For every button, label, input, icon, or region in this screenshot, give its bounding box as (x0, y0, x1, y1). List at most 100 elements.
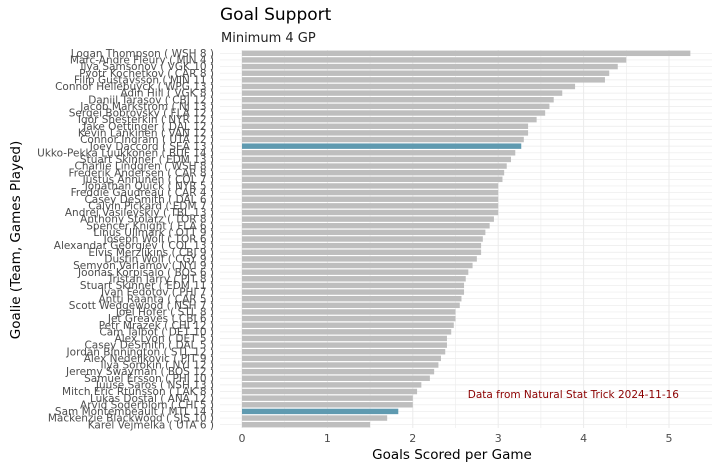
bar (242, 156, 512, 163)
bar (242, 229, 486, 236)
category-label: Filip Gustavsson ( MIN 11 ) (74, 74, 214, 86)
bar (242, 163, 507, 169)
category-label: Petr Mrazek ( CHI 12 ) (99, 320, 214, 332)
bar (242, 216, 494, 222)
category-label: Joseph Woll ( TOR 6 ) (103, 234, 214, 246)
bar (242, 249, 482, 255)
category-label: Marc-Andre Fleury ( MIN 4 ) (70, 55, 214, 67)
bar (242, 196, 499, 202)
bar (242, 123, 529, 129)
bar (242, 282, 465, 289)
category-label: Lukas Dostal ( ANA 12 ) (90, 393, 214, 405)
category-label: Dustin Wolf ( CGY 9 ) (104, 253, 214, 265)
bar (242, 130, 529, 136)
category-label: Ivan Fedotov ( PHI 7 ) (101, 287, 214, 299)
category-label: Casey DeSmith ( DAL 6 ) (84, 194, 214, 206)
category-label: Ilya Sorokin ( NYI 12 ) (100, 360, 214, 372)
bar (242, 295, 462, 302)
bar (242, 242, 482, 249)
bar (242, 309, 456, 315)
category-label: Casey DeSmith ( DAL 5 ) (84, 340, 214, 352)
source-annotation: Data from Natural Stat Trick 2024-11-16 (468, 389, 680, 401)
x-tick-label: 3 (495, 432, 502, 445)
category-label: Ukko-Pekka Luukkonen ( BUF 14 ) (37, 147, 214, 159)
bar (242, 150, 516, 156)
bar (242, 415, 388, 421)
x-tick-label: 4 (580, 432, 587, 445)
bar (242, 77, 605, 83)
category-label: Frederik Andersen ( CAR 8 ) (69, 167, 215, 179)
chart-subtitle: Minimum 4 GP (221, 31, 316, 46)
y-axis-title: Goalie (Team, Games Played) (8, 141, 24, 339)
bar (242, 335, 447, 342)
bar (242, 116, 537, 123)
category-label: Pyotr Kochetkov ( CAR 8 ) (79, 68, 214, 80)
category-label: Linus Ullmark ( OTT 9 ) (93, 227, 214, 239)
category-label: Jonathan Quick ( NYR 5 ) (84, 181, 214, 193)
category-label: Jeremy Swayman ( BOS 12 ) (65, 366, 214, 378)
category-label: Scott Wedgewood ( NSH 7 ) (69, 300, 214, 312)
category-label: Connor Hellebuyck ( WPG 13 ) (55, 81, 214, 93)
category-label: Cam Talbot ( DET 10 ) (99, 326, 214, 338)
category-label: Jet Greaves ( CBJ 6 ) (107, 313, 214, 325)
bar (242, 329, 452, 335)
bar (242, 342, 447, 348)
bar (242, 169, 505, 176)
category-label: Semyon Varlamov ( NYI 9 ) (73, 260, 214, 272)
bar (242, 408, 399, 415)
bar (242, 421, 371, 428)
x-tick-labels: 0 1 2 3 4 5 (239, 432, 673, 445)
bar (242, 289, 465, 295)
category-label: Kevin Lankinen ( VAN 12 ) (78, 127, 214, 139)
category-label: Stuart Skinner ( EDM 13 ) (80, 154, 214, 166)
bar (242, 269, 469, 275)
bar (242, 276, 466, 282)
category-label: Samuel Ersson ( PHI 10 ) (84, 373, 214, 385)
category-label: Joel Hofer ( STL 8 ) (115, 307, 214, 319)
bar (242, 368, 435, 375)
bar (242, 136, 524, 143)
bar (242, 322, 454, 328)
x-tick-label: 1 (324, 432, 331, 445)
category-label: Daniil Tarasov ( CBJ 12 ) (88, 94, 214, 106)
category-label: Joey Daccord ( SEA 13 ) (89, 141, 214, 153)
bar (242, 262, 473, 269)
bar (242, 256, 477, 262)
category-label: Mitch Eric Rtunsson ( LAK 8 ) (62, 386, 214, 398)
category-label: Anthony Stolarz ( TOR 8 ) (80, 214, 214, 226)
category-label: Elvis Merzlikins ( CBJ 9 ) (88, 247, 214, 259)
bar (242, 375, 430, 381)
bars (242, 50, 691, 428)
category-label: Andrei Vasilevskiy ( TBL 13 ) (65, 207, 214, 219)
bar (242, 57, 627, 63)
bar (242, 203, 499, 209)
bar (242, 349, 446, 355)
bar (242, 302, 460, 309)
category-label: Antti Raanta ( CAR 5 ) (99, 293, 215, 305)
x-tick-label: 5 (666, 432, 673, 445)
bar (242, 209, 499, 216)
bar (242, 63, 618, 70)
category-label: Arvid Soderblom ( CHI 5 ) (80, 399, 214, 411)
bar (242, 50, 691, 57)
bar (242, 355, 441, 362)
category-label: Jordan Binnington ( STL 12 ) (66, 346, 214, 358)
bar (242, 382, 422, 388)
bar (242, 236, 483, 242)
bar (242, 388, 418, 395)
bar (242, 143, 522, 149)
category-label: Ilya Samsonov ( VGK 10 ) (80, 61, 214, 73)
x-axis-title: Goals Scored per Game (372, 447, 532, 463)
category-label: Jacob Markstrom ( NJ 13 ) (79, 101, 214, 113)
bar (242, 395, 413, 401)
category-label: Alexandar Georgiev ( COL 13 ) (54, 240, 214, 252)
category-label: Sergei Bobrovsky ( FLA 12 ) (69, 108, 214, 120)
bar (242, 90, 563, 96)
chart-title: Goal Support (220, 5, 332, 25)
category-label: Juuse Saros ( NSH 13 ) (95, 379, 214, 391)
category-label: Charlie Lindgren ( WSH 8 ) (75, 161, 215, 173)
bar (242, 103, 550, 110)
category-label: Calvin Pickard ( EDM 7 ) (88, 200, 214, 212)
category-label: Connor Ingram ( UTA 12 ) (80, 134, 214, 146)
